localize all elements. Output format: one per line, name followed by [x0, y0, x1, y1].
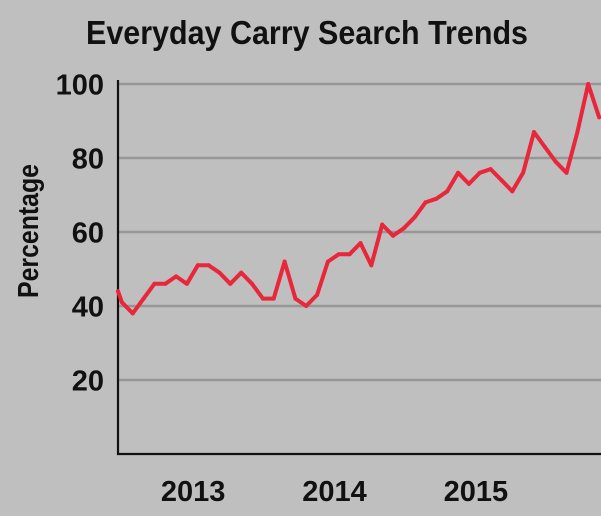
gridlines: [118, 82, 601, 382]
x-tick-label: 2014: [302, 476, 367, 508]
series-line: [116, 82, 601, 316]
x-tick-labels: 2013 2014 2015: [161, 476, 508, 508]
chart-title: Everyday Carry Search Trends: [86, 14, 528, 51]
y-tick-label: 20: [72, 366, 104, 398]
y-tick-label: 80: [72, 144, 104, 176]
y-tick-label: 60: [72, 218, 104, 250]
y-axis-title: Percentage: [13, 164, 45, 298]
y-tick-label: 100: [56, 70, 104, 102]
y-tick-labels: 20 40 60 80 100: [56, 70, 104, 398]
x-tick-label: 2013: [161, 476, 226, 508]
y-tick-label: 40: [72, 292, 104, 324]
x-tick-label: 2015: [444, 476, 509, 508]
